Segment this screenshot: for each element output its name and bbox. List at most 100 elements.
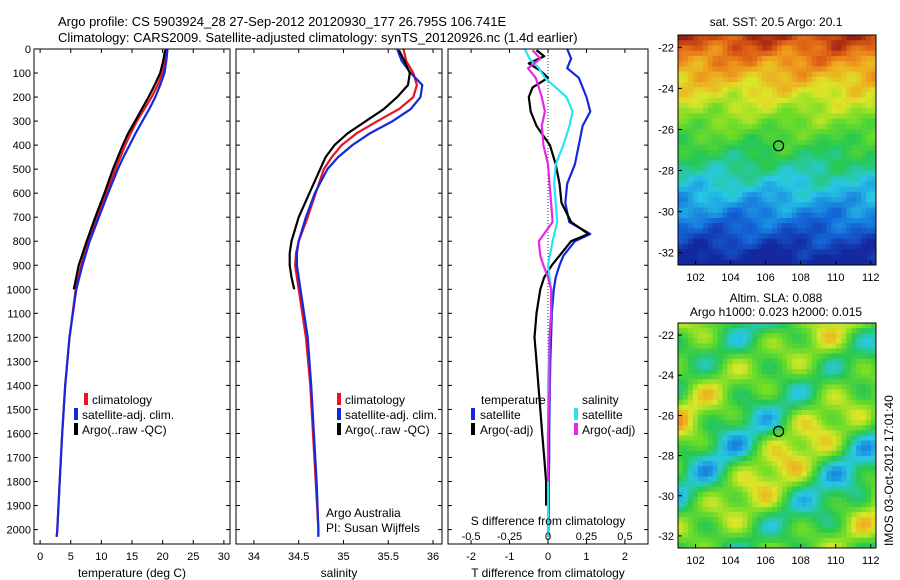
heat-cell [796, 155, 803, 161]
heat-cell [697, 466, 704, 472]
heat-cell [678, 176, 684, 182]
heat-cell [866, 207, 872, 214]
heat-cell [806, 259, 813, 266]
heat-cell [781, 409, 788, 416]
heat-cell [791, 181, 798, 187]
heat-cell [722, 217, 728, 224]
heat-cell [831, 71, 837, 78]
heat-cell [861, 129, 867, 135]
heat-cell [811, 486, 817, 493]
heat-cell [712, 522, 718, 528]
heat-cell [752, 358, 758, 365]
heat-cell [682, 348, 689, 355]
heat-cell [712, 233, 718, 240]
heat-cell [861, 404, 867, 411]
legend-label-t-satellite: satellite [480, 408, 521, 422]
heat-cell [767, 379, 773, 385]
heat-cell [732, 481, 738, 488]
heat-cell [762, 399, 768, 406]
heat-cell [781, 338, 788, 344]
heat-cell [722, 202, 728, 208]
heat-cell [821, 191, 827, 198]
heat-cell [861, 430, 867, 436]
heat-cell [811, 244, 817, 250]
heat-cell [682, 379, 689, 385]
heat-cell [727, 160, 733, 167]
heat-cell [777, 348, 783, 355]
heat-cell [836, 461, 842, 467]
heat-cell [767, 50, 773, 57]
heat-cell [826, 50, 832, 57]
heat-cell [856, 466, 862, 472]
heat-cell [772, 113, 778, 120]
series-line-2-0 [547, 48, 592, 537]
heat-cell [767, 363, 773, 370]
heat-cell [777, 186, 783, 193]
heat-cell [682, 160, 689, 167]
heat-cell [712, 217, 718, 224]
heat-cell [871, 197, 877, 203]
heat-cell [747, 501, 753, 508]
heat-cell [841, 491, 847, 498]
map-x-tick-label: 112 [862, 272, 880, 284]
heat-cell [717, 512, 723, 518]
heat-cell [697, 358, 704, 365]
heat-cell [732, 476, 738, 482]
heat-cell [702, 113, 709, 120]
heat-cell [836, 394, 842, 401]
heat-cell [717, 87, 723, 93]
heat-cell [682, 176, 689, 182]
heat-cell [836, 440, 842, 447]
heat-cell [781, 233, 788, 240]
heat-cell [742, 254, 748, 261]
heat-cell [772, 129, 778, 135]
heat-cell [687, 394, 694, 401]
heat-cell [791, 97, 798, 104]
heat-cell [791, 532, 798, 539]
heat-cell [826, 55, 832, 62]
heat-cell [816, 202, 822, 208]
heat-cell [692, 55, 699, 62]
heat-cell [791, 259, 798, 266]
heat-cell [811, 61, 817, 67]
heat-cell [826, 507, 832, 513]
heat-cell [841, 155, 847, 161]
y-tick-label: 1900 [7, 501, 31, 513]
heat-cell [727, 507, 733, 513]
heat-cell [866, 97, 872, 104]
heat-cell [826, 155, 832, 161]
heat-cell [752, 197, 758, 203]
heat-cell [811, 150, 817, 156]
legend-swatch-climatology-s [337, 393, 341, 405]
heat-cell [791, 71, 798, 78]
heat-cell [702, 97, 709, 104]
heat-cell [831, 358, 837, 365]
heat-cell [722, 228, 728, 235]
heat-cell [821, 144, 827, 151]
heat-cell [816, 150, 822, 156]
heat-cell [851, 379, 857, 385]
heat-cell [732, 71, 738, 78]
heat-cell [767, 471, 773, 477]
heat-cell [702, 348, 709, 355]
heat-cell [697, 522, 704, 528]
heat-cell [732, 394, 738, 401]
heat-cell [786, 134, 793, 140]
heat-cell [757, 82, 763, 88]
heat-cell [811, 102, 817, 109]
heat-cell [737, 144, 743, 151]
heat-cell [742, 66, 748, 72]
argo-credit-line1: Argo Australia [326, 506, 401, 520]
heat-cell [841, 61, 847, 67]
heat-cell [861, 517, 867, 523]
heat-cell [871, 134, 877, 140]
heat-cell [772, 254, 778, 261]
heat-cell [682, 415, 689, 421]
heat-cell [747, 139, 753, 146]
heat-cell [777, 440, 783, 447]
heat-cell [781, 404, 788, 411]
heat-cell [757, 150, 763, 156]
heat-cell [757, 501, 763, 508]
heat-cell [786, 532, 793, 539]
heat-cell [856, 532, 862, 539]
